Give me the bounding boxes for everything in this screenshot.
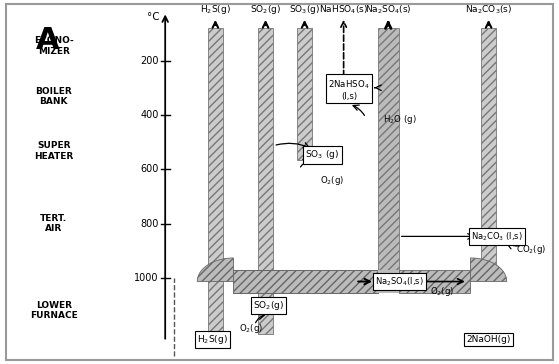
Bar	[297, 28, 312, 160]
Text: TERT.
AIR: TERT. AIR	[40, 214, 67, 233]
Polygon shape	[197, 258, 234, 281]
Text: 2NaOH(g): 2NaOH(g)	[466, 335, 511, 344]
Bar	[207, 28, 223, 334]
Bar	[258, 28, 273, 334]
Text: SO$_3$ (g): SO$_3$ (g)	[305, 148, 339, 161]
Text: O$_2$(g): O$_2$(g)	[239, 323, 264, 335]
Text: ECONO-
MIZER: ECONO- MIZER	[34, 36, 74, 56]
Text: CO$_2$(g): CO$_2$(g)	[517, 242, 547, 256]
Text: 600: 600	[140, 164, 159, 174]
Text: NaHSO$_4$(s): NaHSO$_4$(s)	[319, 4, 368, 16]
Text: H$_2$S(g): H$_2$S(g)	[200, 3, 231, 16]
Text: 1000: 1000	[134, 273, 159, 283]
Text: Na$_2$SO$_4$(l,s): Na$_2$SO$_4$(l,s)	[375, 275, 424, 288]
Text: SO$_2$(g): SO$_2$(g)	[253, 299, 284, 312]
Bar	[378, 28, 399, 278]
Text: O$_2$(g): O$_2$(g)	[430, 285, 454, 298]
Text: H$_2$O (g): H$_2$O (g)	[383, 113, 416, 126]
Text: SO$_2$(g): SO$_2$(g)	[250, 3, 281, 16]
Text: 800: 800	[140, 219, 159, 229]
Text: SUPER
HEATER: SUPER HEATER	[34, 142, 73, 161]
Text: LOWER
FURNACE: LOWER FURNACE	[30, 301, 78, 320]
Bar	[481, 28, 496, 278]
Polygon shape	[471, 258, 506, 281]
Text: °C: °C	[147, 12, 160, 21]
Text: O$_2$(g): O$_2$(g)	[320, 174, 344, 187]
Text: H$_2$S(g): H$_2$S(g)	[197, 333, 228, 346]
Text: SO$_3$(g): SO$_3$(g)	[289, 3, 320, 16]
Text: Na$_2$SO$_4$(s): Na$_2$SO$_4$(s)	[365, 4, 411, 16]
Text: A: A	[36, 26, 60, 55]
Text: Na$_2$CO$_3$(s): Na$_2$CO$_3$(s)	[465, 4, 512, 16]
Bar	[378, 270, 399, 293]
Text: BOILER
BANK: BOILER BANK	[35, 87, 72, 107]
Text: Na$_2$CO$_3$ (l,s): Na$_2$CO$_3$ (l,s)	[471, 230, 523, 243]
Text: 400: 400	[140, 110, 159, 120]
Bar	[234, 270, 378, 293]
Bar	[399, 270, 471, 293]
Text: 2NaHSO$_4$
(l,s): 2NaHSO$_4$ (l,s)	[329, 78, 370, 101]
Text: 200: 200	[140, 56, 159, 66]
